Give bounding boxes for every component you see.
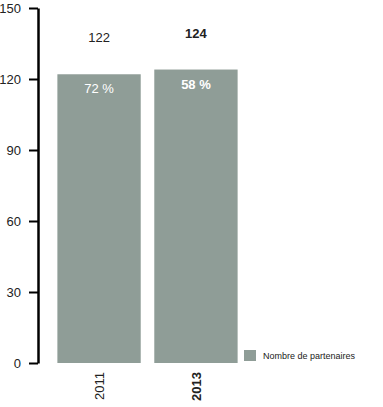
- y-tick-mark: [29, 79, 38, 81]
- y-tick-label: 60: [7, 214, 21, 229]
- bars: [57, 70, 237, 363]
- y-tick-label: 120: [0, 72, 21, 87]
- y-tick: 0: [14, 356, 38, 371]
- data-label: 124: [185, 26, 207, 41]
- y-tick: 120: [0, 72, 38, 87]
- chart: 0 30 60 90 120 150 2011 2013 122 72 % 124 58 % Nombr…: [0, 0, 383, 407]
- bar: [154, 70, 237, 363]
- x-tick-label: 2011: [92, 372, 107, 400]
- x-tick: 2013: [189, 372, 204, 401]
- data-label: 122: [88, 30, 110, 45]
- annotation: 72 %: [84, 81, 114, 96]
- annotation: 58 %: [181, 77, 211, 92]
- legend-label: Nombre de partenaires: [263, 351, 356, 361]
- y-tick-label: 90: [7, 143, 21, 158]
- labels: 122 72 % 124 58 %: [84, 26, 211, 97]
- y-tick-label: 0: [14, 356, 21, 371]
- y-tick: 60: [7, 214, 38, 229]
- x-tick-label: 2013: [189, 372, 204, 401]
- y-axis: 0 30 60 90 120 150: [0, 1, 39, 371]
- bar: [57, 74, 140, 363]
- y-tick-mark: [29, 150, 38, 152]
- y-tick-label: 150: [0, 1, 21, 16]
- y-tick-mark: [29, 292, 38, 294]
- y-tick: 90: [7, 143, 38, 158]
- y-tick-label: 30: [7, 285, 21, 300]
- x-axis: 2011 2013: [92, 372, 204, 401]
- y-tick-mark: [29, 363, 38, 365]
- y-tick: 30: [7, 285, 38, 300]
- y-tick: 150: [0, 1, 38, 16]
- x-tick: 2011: [92, 372, 107, 400]
- y-tick-mark: [29, 8, 38, 10]
- y-tick-mark: [29, 221, 38, 223]
- legend: Nombre de partenaires: [244, 350, 356, 361]
- legend-swatch: [244, 350, 256, 361]
- y-axis-line: [37, 9, 40, 364]
